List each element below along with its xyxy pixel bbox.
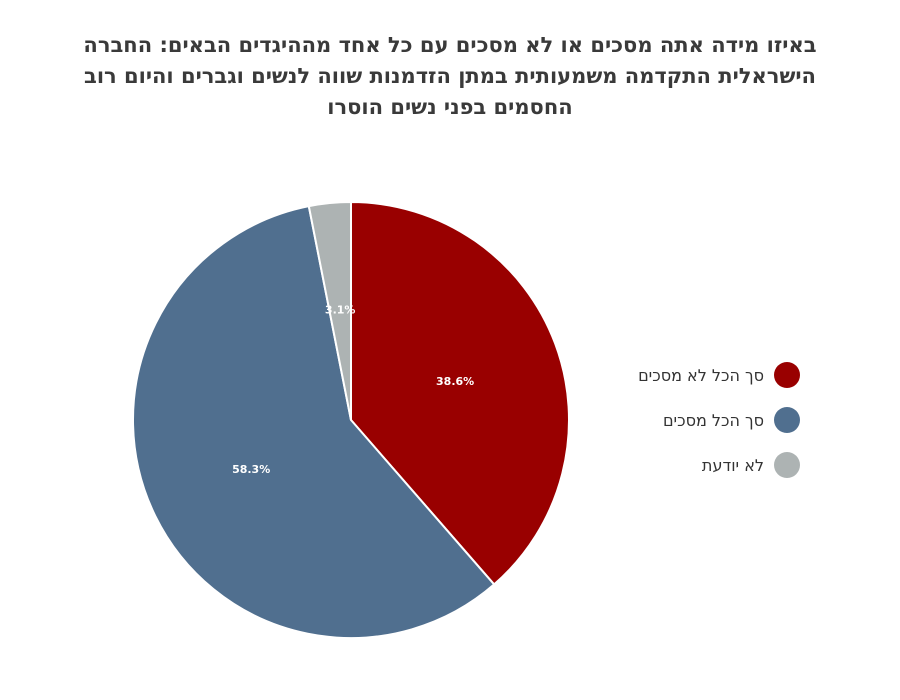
chart-title: באיזו מידה אתה מסכים או לא מסכים עם כל א… — [83, 33, 817, 119]
legend: סך הכל לא מסכים סך הכל מסכים לא יודעת — [560, 360, 800, 495]
legend-item-disagree[interactable]: סך הכל לא מסכים — [560, 360, 800, 390]
legend-label-disagree: סך הכל לא מסכים — [638, 365, 764, 385]
legend-swatch-dont-know — [774, 452, 800, 478]
slice-value-label-disagree: 38.6% — [436, 375, 474, 388]
pie-slice-agree[interactable] — [132, 204, 496, 639]
legend-label-dont-know: לא יודעת — [701, 455, 764, 475]
legend-swatch-disagree — [774, 362, 800, 388]
slice-value-label-dont-know: 3.1% — [325, 303, 356, 316]
legend-item-dont-know[interactable]: לא יודעת — [560, 450, 800, 480]
legend-label-agree: סך הכל מסכים — [662, 410, 764, 430]
pie-slices — [132, 200, 570, 639]
legend-swatch-agree — [774, 407, 800, 433]
pie-slice-disagree[interactable] — [350, 200, 570, 586]
legend-item-agree[interactable]: סך הכל מסכים — [560, 405, 800, 435]
slice-value-label-agree: 58.3% — [232, 463, 270, 476]
pie-slice-dont-know[interactable] — [307, 200, 352, 421]
pie-slice-labels: 38.6% 58.3% 3.1% — [232, 303, 474, 476]
